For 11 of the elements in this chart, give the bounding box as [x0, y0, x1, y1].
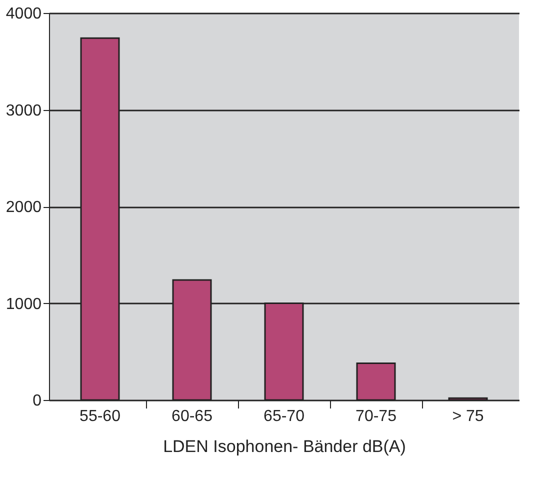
x-tick-label: 70-75 [356, 408, 397, 425]
x-tick-label: 60-65 [172, 408, 213, 425]
x-tick-label: 55-60 [80, 408, 121, 425]
y-tick-label: 3000 [6, 102, 42, 120]
y-tick-label: 1000 [6, 296, 42, 313]
x-axis-title: LDEN Isophonen- Bänder dB(A) [163, 437, 406, 456]
y-tick-label: 0 [32, 392, 42, 410]
y-tick-label: 2000 [6, 199, 42, 216]
y-tick-label: 4000 [6, 6, 42, 22]
x-tick-label: > 75 [452, 408, 484, 425]
x-tick-label: 65-70 [264, 408, 305, 425]
